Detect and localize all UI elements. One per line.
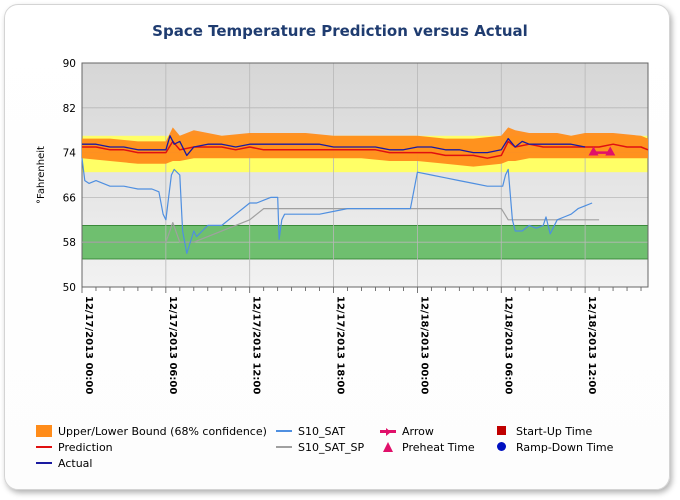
series-s10-sat-sp-line [82,208,600,243]
x-tick-label: 12/17/2013 00:00 [83,296,94,394]
legend-swatch [380,425,396,437]
x-tick-label: 12/17/2013 18:00 [335,296,346,394]
legend-item: Arrow [380,423,434,439]
y-tick-label: 58 [63,237,76,249]
legend-swatch [494,441,510,453]
legend-item: S10_SAT [276,423,345,439]
legend-swatch [494,425,510,437]
x-tick-label: 12/18/2013 12:00 [586,296,597,394]
x-tick-label: 12/18/2013 00:00 [418,296,429,394]
series-s10-sat-line [81,158,593,254]
legend-item: Preheat Time [380,439,475,455]
legend-swatch [36,441,52,453]
series-actual-line [82,135,586,157]
legend-label: Prediction [58,440,113,454]
legend-label: Upper/Lower Bound (68% confidence) [58,424,267,438]
legend-swatch [380,441,396,453]
legend-item: Actual [36,455,92,471]
y-tick-label: 66 [63,192,77,204]
legend-swatch [276,441,292,453]
chart-title: Space Temperature Prediction versus Actu… [152,22,528,40]
y-tick-label: 50 [63,282,76,294]
y-tick-label: 74 [63,148,77,160]
legend-swatch [36,457,52,469]
legend-item: Upper/Lower Bound (68% confidence) [36,423,267,439]
preheat-marker [605,146,616,156]
legend-label: Ramp-Down Time [516,440,614,454]
legend-label: Preheat Time [402,440,475,454]
legend-item: Start-Up Time [494,423,592,439]
legend-label: Arrow [402,424,434,438]
legend-label: Start-Up Time [516,424,593,438]
legend-label: Actual [58,456,93,470]
y-axis-label: °Fahrenheit [36,146,47,204]
x-tick-label: 12/18/2013 06:00 [502,296,513,394]
plot-border [81,62,649,288]
legend-item: Ramp-Down Time [494,439,613,455]
legend-item: Prediction [36,439,113,455]
legend-swatch [276,425,292,437]
x-tick-label: 12/17/2013 12:00 [251,296,262,394]
legend-item: S10_SAT_SP [276,439,364,455]
y-tick-label: 82 [63,103,76,115]
preheat-marker [588,146,599,156]
x-tick-label: 12/17/2013 06:00 [167,296,178,394]
legend-swatch [36,425,52,437]
y-tick-label: 90 [63,58,76,70]
legend-label: S10_SAT [298,424,346,438]
legend-label: S10_SAT_SP [298,440,365,454]
